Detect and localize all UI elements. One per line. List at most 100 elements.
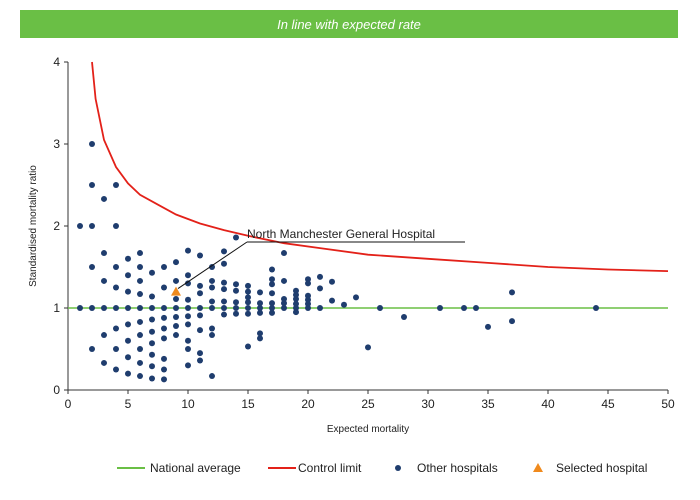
hospital-point <box>125 288 131 295</box>
hospital-point <box>185 296 191 303</box>
hospital-point <box>233 305 239 311</box>
hospital-point <box>269 266 275 273</box>
hospital-point <box>137 318 143 325</box>
hospital-point <box>281 295 287 302</box>
hospital-point <box>185 321 191 328</box>
hospital-point <box>329 278 335 285</box>
hospital-point <box>185 362 191 369</box>
hospital-point <box>221 260 227 267</box>
hospital-point <box>245 310 251 317</box>
hospital-point <box>173 332 179 339</box>
hospital-point <box>233 281 239 288</box>
hospital-point <box>269 281 275 288</box>
hospital-point <box>149 316 155 323</box>
hospital-point <box>281 277 287 284</box>
hospital-point <box>149 305 155 311</box>
hospital-point <box>101 277 107 284</box>
hospital-point <box>101 332 107 339</box>
hospital-point <box>257 300 263 307</box>
x-tick-label: 10 <box>181 397 195 411</box>
x-tick-label: 40 <box>541 397 555 411</box>
axes: 0 5 10 15 20 25 30 35 40 45 50 0 1 2 3 4 Expected mortal… <box>28 55 675 435</box>
hospital-point <box>221 248 227 255</box>
hospital-point <box>401 314 407 321</box>
hospital-point <box>137 346 143 352</box>
hospital-point <box>473 305 479 311</box>
y-tick-label: 2 <box>53 219 60 233</box>
hospital-point <box>149 363 155 370</box>
hospital-point <box>173 295 179 302</box>
hospital-point <box>101 250 107 257</box>
hospital-point <box>317 305 323 311</box>
hospital-point <box>221 305 227 311</box>
legend-item: Control limit <box>268 461 362 475</box>
hospital-point <box>245 305 251 311</box>
hospital-point <box>509 318 515 325</box>
hospital-point <box>245 282 251 289</box>
plot-marks <box>68 61 669 383</box>
x-tick-label: 25 <box>361 397 375 411</box>
hospital-point <box>269 276 275 283</box>
hospital-point <box>101 359 107 366</box>
hospital-point <box>89 346 95 352</box>
legend-label: Control limit <box>298 461 362 475</box>
hospital-point <box>185 337 191 344</box>
hospital-point <box>221 311 227 318</box>
hospital-point <box>185 313 191 320</box>
y-tick-label: 0 <box>53 383 60 397</box>
hospital-point <box>149 351 155 358</box>
hospital-point <box>101 305 107 311</box>
hospital-point <box>365 344 371 351</box>
hospital-point <box>137 305 143 311</box>
hospital-point <box>233 234 239 241</box>
y-tick-label: 4 <box>53 55 60 69</box>
hospital-point <box>113 182 119 188</box>
hospital-point <box>185 346 191 352</box>
hospital-point <box>245 299 251 306</box>
hospital-point <box>185 247 191 254</box>
legend-item: Selected hospital <box>533 461 647 475</box>
hospital-point <box>209 264 215 270</box>
hospital-point <box>101 195 107 202</box>
hospital-point <box>209 325 215 332</box>
hospital-point <box>209 373 215 380</box>
hospital-point <box>161 376 167 383</box>
legend-swatch <box>533 463 543 472</box>
control-limit-line <box>91 61 669 272</box>
hospital-point <box>185 280 191 287</box>
legend-swatch <box>395 465 401 471</box>
chart-banner: In line with expected rate <box>20 10 678 38</box>
hospital-point <box>269 309 275 316</box>
hospital-point <box>305 276 311 283</box>
hospital-point <box>197 252 203 259</box>
annotation: North Manchester General Hospital <box>177 227 465 290</box>
hospital-point <box>113 366 119 373</box>
hospital-point <box>125 305 131 311</box>
hospital-point <box>113 325 119 332</box>
hospital-point <box>197 282 203 289</box>
hospital-point <box>317 285 323 292</box>
hospital-point <box>353 294 359 301</box>
x-tick-label: 30 <box>421 397 435 411</box>
hospital-point <box>173 305 179 311</box>
hospital-point <box>113 284 119 291</box>
hospital-point <box>257 335 263 342</box>
hospital-point <box>209 305 215 311</box>
hospital-point <box>593 305 599 311</box>
hospital-point <box>161 325 167 332</box>
hospital-point <box>137 332 143 339</box>
hospital-point <box>89 223 95 229</box>
hospital-point <box>173 314 179 321</box>
legend-item: Other hospitals <box>395 461 498 475</box>
hospital-point <box>269 300 275 307</box>
hospital-point <box>125 354 131 361</box>
hospital-point <box>257 289 263 296</box>
hospital-point <box>293 287 299 294</box>
hospital-point <box>341 301 347 308</box>
hospital-point <box>293 305 299 311</box>
selected-hospital-point <box>171 286 181 296</box>
x-tick-label: 5 <box>125 397 132 411</box>
hospital-point <box>305 292 311 299</box>
hospital-point <box>137 277 143 284</box>
